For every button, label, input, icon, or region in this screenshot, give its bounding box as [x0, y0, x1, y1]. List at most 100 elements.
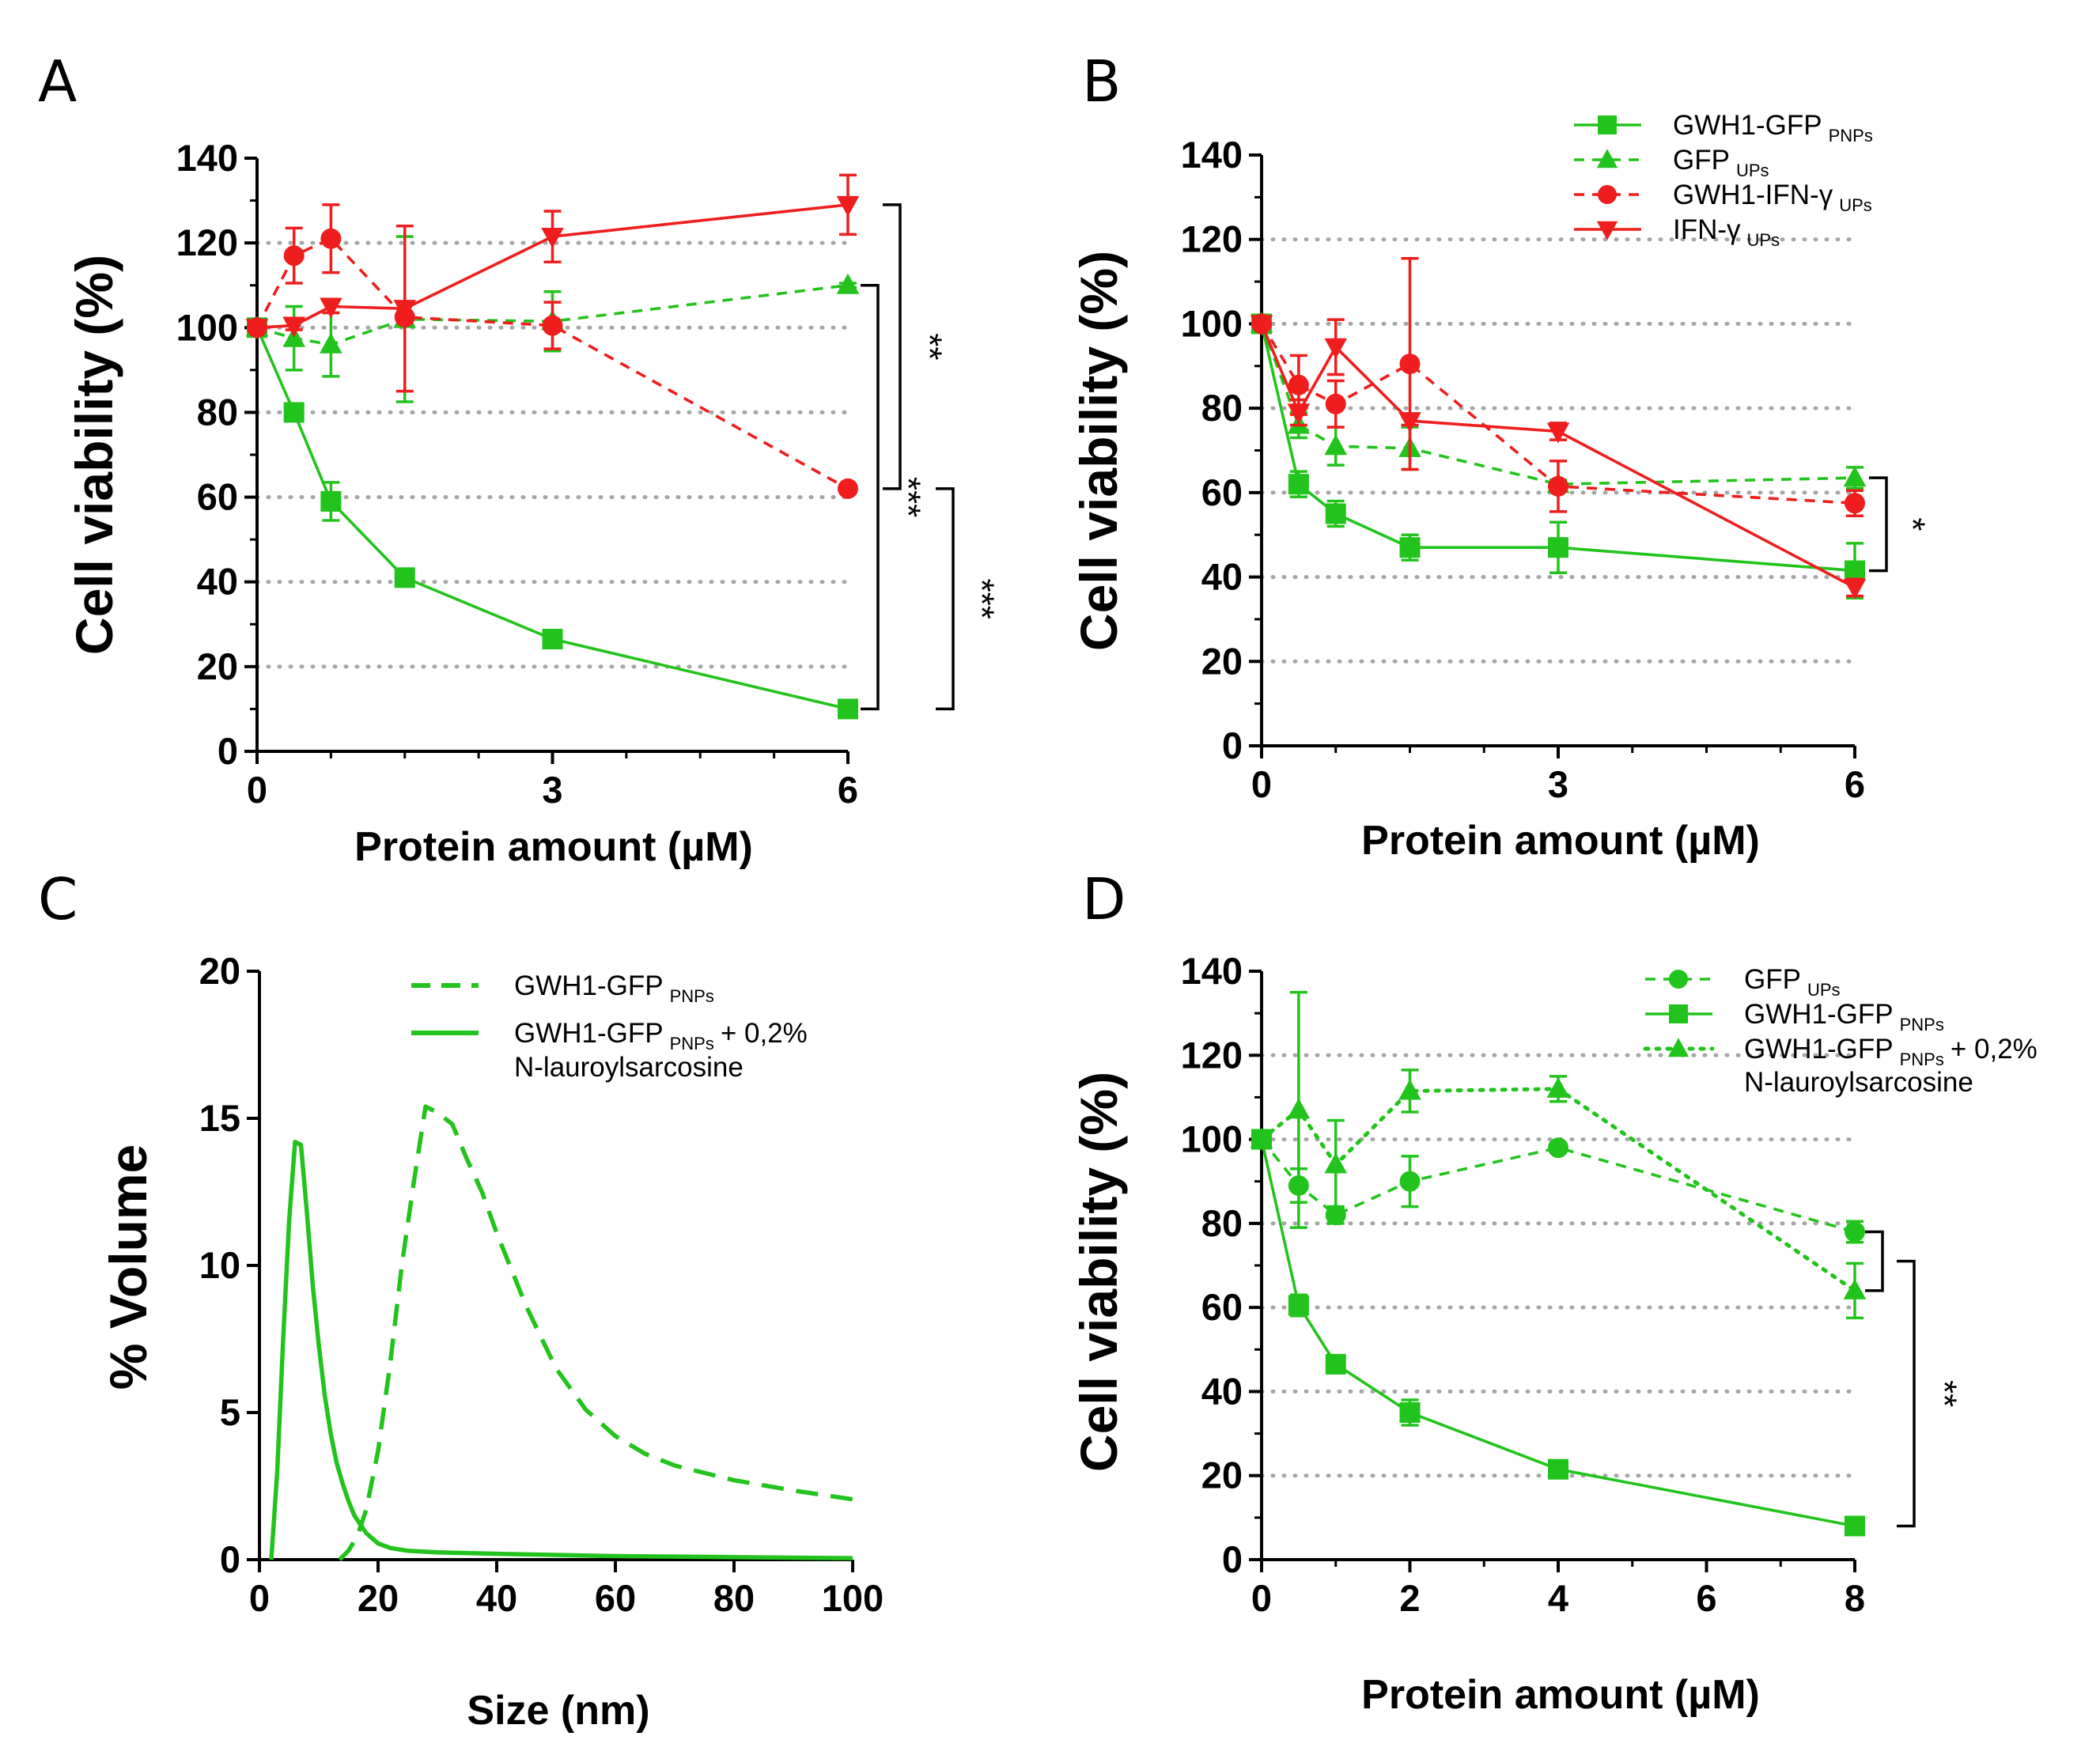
legend-suffix: + 0,2% — [721, 1018, 808, 1049]
legend-label: GWH1-GFP PNPs — [1744, 999, 1944, 1034]
circle-marker — [542, 315, 563, 336]
legend-label: GWH1-GFP PNPs + 0,2% — [1744, 1034, 2038, 1069]
x-axis-label-b: Protein amount (µM) — [1361, 818, 1760, 864]
y-tick-label: 20 — [1201, 640, 1243, 682]
significance-bracket — [1865, 1230, 1884, 1292]
legend-entry: GWH1-GFP PNPs — [411, 970, 714, 1006]
series-line — [269, 1140, 853, 1560]
y-tick-label: 0 — [220, 1538, 240, 1580]
triangle-down-marker — [1546, 422, 1570, 444]
x-tick-label: 80 — [713, 1577, 755, 1619]
triangle-marker — [1324, 1152, 1348, 1174]
triangle-marker — [1546, 1076, 1570, 1098]
significance-bracket: * — [1869, 476, 1932, 573]
legend-entry: GWH1-GFP PNPs — [1645, 999, 1944, 1034]
x-tick-label: 0 — [1251, 763, 1272, 805]
series-b — [1250, 256, 1867, 599]
y-axis-label-d: Cell viability (%) — [1069, 1072, 1128, 1472]
legend-subscript: UPs — [1807, 980, 1841, 1000]
y-tick-label: 40 — [1201, 556, 1243, 598]
significance-label: *** — [888, 477, 927, 517]
square-marker — [1288, 1295, 1309, 1316]
legend-name: GWH1-GFP — [1673, 110, 1822, 141]
series-line — [1260, 1139, 1856, 1528]
panel-label-c: C — [38, 866, 78, 932]
square-marker — [1325, 1353, 1346, 1375]
circle-marker — [283, 245, 305, 267]
legend-entry: GWH1-GFP PNPs — [1574, 110, 1873, 146]
significance-brackets-d: ** — [1865, 1230, 1963, 1528]
x-tick-label: 0 — [247, 769, 267, 811]
significance-label: * — [1893, 517, 1932, 531]
x-tick-label: 2 — [1399, 1577, 1420, 1619]
series-line — [1260, 323, 1856, 589]
triangle-marker — [1667, 1038, 1689, 1057]
series-gwh1-ifn-ups — [247, 203, 858, 499]
triangle-marker — [1250, 1127, 1273, 1148]
square-marker — [1845, 560, 1865, 581]
triangle-down-marker — [320, 297, 342, 319]
triangle-down-marker — [393, 300, 417, 321]
triangle-down-marker — [541, 228, 564, 249]
x-tick-label: 4 — [1548, 1577, 1568, 1619]
y-tick-label: 140 — [1181, 950, 1243, 992]
series-gwh1-gfp-pnps — [1250, 990, 1867, 1320]
x-tick-label: 0 — [1251, 1577, 1272, 1619]
circle-marker — [320, 228, 342, 249]
triangle-down-marker — [1287, 403, 1311, 425]
y-axis-label-c: % Volume — [99, 1144, 157, 1390]
y-tick-label: 80 — [1201, 387, 1243, 429]
triangle-down-marker — [1398, 412, 1421, 433]
series-line — [256, 283, 849, 346]
legend-entry: GWH1-GFP PNPs + 0,2%N-lauroylsarcosine — [411, 1018, 808, 1083]
y-tick-label: 10 — [199, 1244, 240, 1286]
series-d — [1250, 990, 1867, 1537]
y-tick-label: 40 — [197, 561, 238, 603]
series-line — [1260, 323, 1856, 486]
circle-marker — [1325, 393, 1346, 414]
square-marker — [838, 698, 858, 720]
panel-label-a: A — [38, 48, 77, 115]
y-tick-label: 40 — [1201, 1370, 1243, 1412]
legend-c: GWH1-GFP PNPs GWH1-GFP PNPs + 0,2%N-lauroyls… — [411, 970, 808, 1083]
y-tick-label: 120 — [1181, 218, 1243, 260]
legend-suffix: + 0,2% — [1951, 1034, 2038, 1065]
legend-subscript: PNPs — [670, 986, 714, 1006]
bracket-line — [1897, 1259, 1916, 1528]
legend-entry: GWH1-GFP PNPs + 0,2%N-lauroylsarcosine — [1643, 1034, 2038, 1098]
legend-label: GWH1-GFP PNPs — [514, 970, 714, 1006]
y-tick-label: 140 — [176, 137, 238, 179]
x-axis-label-c: Size (nm) — [467, 1688, 649, 1734]
x-tick-label: 6 — [1845, 763, 1865, 805]
series-gfp-ups — [1251, 1129, 1865, 1244]
x-axis-label-d: Protein amount (µM) — [1361, 1672, 1760, 1718]
triangle-down-marker — [1250, 315, 1273, 336]
axes-d: 0 20 40 60 80 100 120 140 0 2 4 6 8 — [1181, 950, 1865, 1619]
circle-marker — [1288, 374, 1309, 395]
y-tick-label: 5 — [220, 1391, 240, 1433]
legend-subscript: UPs — [1747, 230, 1780, 250]
legend-name: GFP — [1673, 145, 1730, 176]
y-tick-label: 120 — [176, 221, 238, 263]
triangle-marker — [1843, 1278, 1867, 1299]
bracket-line — [1865, 1230, 1884, 1292]
legend-subscript: PNPs — [1900, 1050, 1944, 1069]
circle-marker — [1399, 354, 1421, 375]
significance-label: *** — [962, 578, 1001, 618]
y-tick-label: 120 — [1181, 1034, 1243, 1076]
square-marker — [1325, 503, 1346, 524]
triangle-marker — [320, 332, 342, 354]
legend-name: IFN-γ — [1673, 214, 1741, 245]
legend-entry: GFP UPs — [1574, 145, 1769, 180]
series-line — [255, 236, 849, 490]
y-tick-label: 100 — [1181, 1118, 1243, 1160]
panel-label-b: B — [1082, 48, 1121, 115]
y-tick-label: 140 — [1181, 134, 1243, 176]
circle-marker — [838, 478, 858, 499]
square-marker — [1399, 1402, 1421, 1423]
circle-marker — [1845, 1221, 1865, 1242]
circle-marker — [1548, 1137, 1568, 1159]
